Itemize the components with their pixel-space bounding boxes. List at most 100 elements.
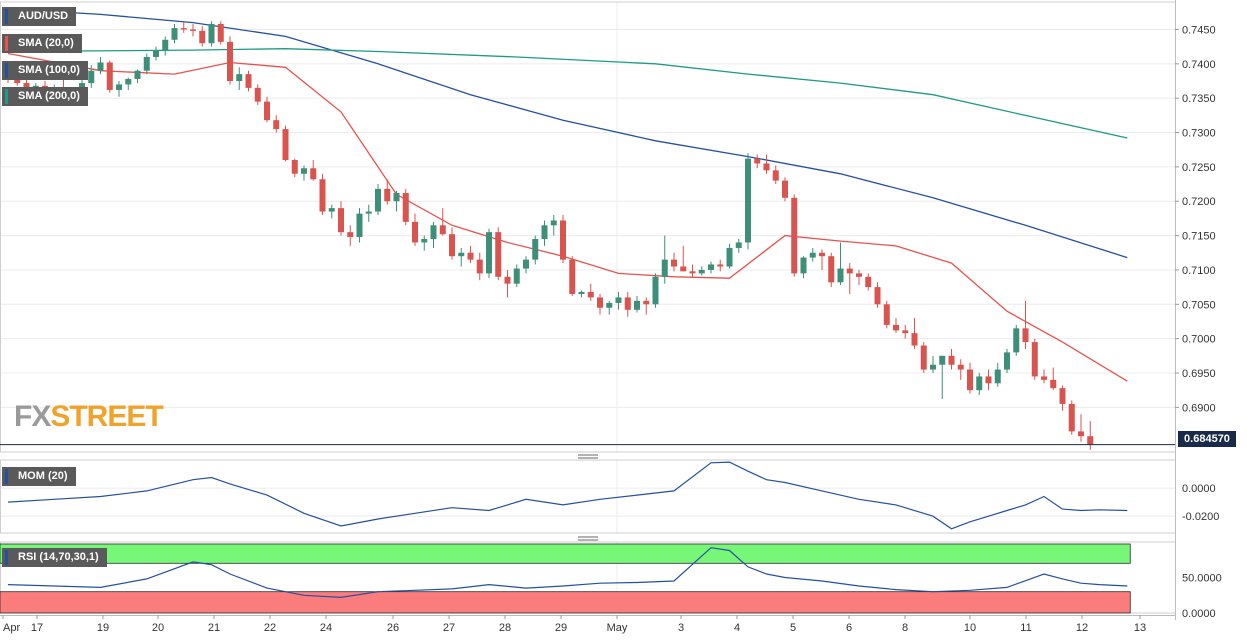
legend-rsi[interactable]: RSI (14,70,30,1)	[2, 548, 107, 567]
sma-line-2	[7, 48, 1128, 139]
candle-body	[541, 225, 548, 240]
candle	[708, 261, 714, 274]
candle	[1078, 414, 1084, 442]
candle-body	[338, 208, 344, 233]
candle	[125, 77, 132, 90]
candle	[550, 214, 557, 236]
candle	[800, 256, 807, 279]
candle	[449, 227, 455, 260]
candle-body	[97, 62, 104, 71]
candle-body	[486, 232, 492, 274]
x-tick-label: 22	[264, 622, 276, 634]
candle-body	[837, 268, 844, 283]
candle	[893, 318, 899, 334]
candle-body	[661, 259, 668, 277]
x-tick-label: 11	[1020, 622, 1031, 634]
candle-body	[365, 211, 372, 214]
candle-body	[125, 78, 132, 85]
candle-body	[412, 221, 418, 243]
candle-body	[310, 168, 317, 180]
candle	[1031, 338, 1038, 380]
candle	[883, 300, 890, 329]
legend-sma200-text: SMA (200,0)	[18, 90, 80, 102]
x-tick-label: 12	[1076, 622, 1088, 634]
candle	[402, 188, 409, 226]
candle-body	[735, 242, 742, 248]
y-tick-label: 0.7150	[1182, 231, 1216, 243]
candle-body	[171, 28, 178, 40]
legend-sma200[interactable]: SMA (200,0)	[2, 87, 88, 106]
candle	[254, 84, 261, 106]
candle-body	[143, 56, 150, 71]
rsi-overbought-zone	[0, 543, 1131, 564]
candle	[273, 115, 280, 133]
x-tick-label: 10	[964, 622, 976, 634]
y-tick-label: 0.7000	[1182, 334, 1216, 346]
legend-sma20[interactable]: SMA (20,0)	[2, 34, 82, 53]
panel-frame-1	[0, 459, 1176, 534]
y-tick-label: 0.7400	[1182, 59, 1216, 71]
candle-body	[883, 304, 890, 325]
candle-body	[800, 257, 807, 274]
candle-body	[467, 252, 474, 260]
x-tick-label: 6	[846, 622, 852, 634]
candle-body	[874, 287, 881, 305]
candle-body	[208, 23, 215, 44]
candle	[88, 65, 95, 88]
legend-mom[interactable]: MOM (20)	[2, 467, 76, 486]
candle-body	[597, 297, 603, 308]
y-tick-label: 0.7350	[1182, 93, 1216, 105]
candle	[606, 300, 613, 315]
candle-body	[680, 266, 687, 272]
candle	[680, 245, 687, 272]
candle-body	[985, 376, 992, 384]
symbol-label[interactable]: AUD/USD	[2, 7, 77, 26]
candle	[948, 348, 955, 370]
legend-sma100[interactable]: SMA (100,0)	[2, 61, 88, 80]
candle-body	[301, 168, 307, 174]
candle-body	[217, 23, 224, 42]
candle-body	[1068, 403, 1075, 432]
candle-body	[375, 188, 381, 212]
x-tick-label: 24	[320, 622, 332, 634]
candle-body	[264, 101, 270, 121]
candle	[523, 256, 529, 274]
candle	[652, 273, 659, 308]
candle-body	[902, 330, 909, 334]
candle	[689, 264, 696, 277]
candle	[375, 184, 381, 215]
candle-body	[717, 264, 724, 267]
candle-body	[643, 300, 650, 305]
candle	[365, 204, 372, 222]
candle-body	[587, 291, 594, 298]
y-tick-label: 0.7200	[1182, 196, 1216, 208]
candle-body	[1050, 379, 1057, 389]
candle	[661, 235, 668, 284]
rsi-y-tick-label: 50.0000	[1182, 573, 1222, 585]
candle	[976, 372, 983, 395]
candle-body	[819, 252, 825, 257]
candle	[541, 220, 548, 246]
symbol-text: AUD/USD	[18, 10, 69, 22]
candle	[624, 291, 631, 317]
x-tick-label: 3	[678, 622, 684, 634]
candle-body	[14, 78, 21, 84]
y-tick-label: 0.7450	[1182, 24, 1216, 36]
rsi-y-tick-label: 0.0000	[1182, 608, 1216, 620]
candle	[994, 362, 1001, 387]
candle-body	[421, 239, 428, 243]
candle-body	[449, 234, 455, 257]
candle	[615, 291, 622, 310]
y-tick-label: 0.6950	[1182, 368, 1216, 380]
candle-body	[624, 297, 631, 310]
candle-body	[772, 170, 779, 181]
candle-body	[458, 252, 465, 257]
x-tick-label: 8	[902, 622, 908, 634]
candle-body	[227, 41, 233, 82]
mom-line	[7, 461, 1128, 530]
candle-body	[106, 62, 113, 90]
candle-body	[523, 259, 529, 269]
candle	[106, 60, 113, 93]
candle	[856, 269, 862, 286]
